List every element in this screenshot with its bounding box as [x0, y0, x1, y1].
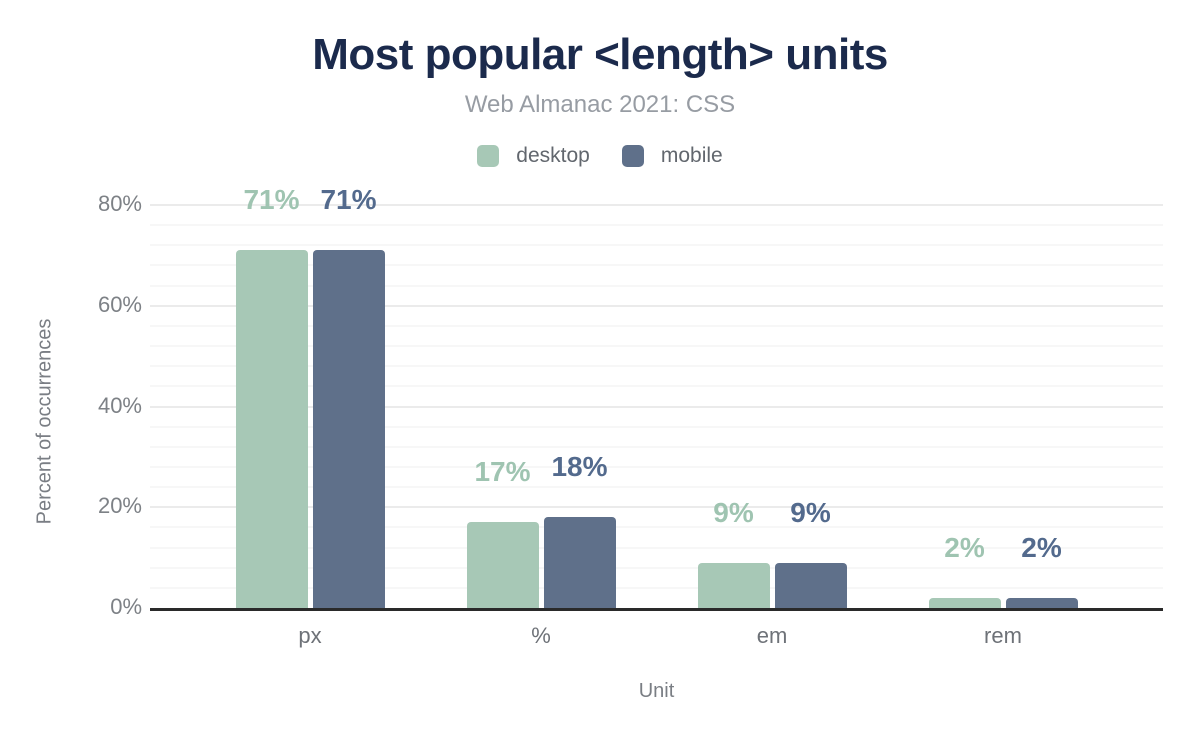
legend: desktop mobile: [0, 144, 1200, 168]
bar-mobile-px: [312, 250, 385, 608]
bars-row: 71% 71% px 17% 18%% 9% 9% em 2% 2% rem: [150, 184, 1163, 648]
major-gridline-80: [150, 204, 1163, 206]
minor-gridline-8: [150, 566, 1163, 569]
minor-gridline-64: [150, 284, 1163, 287]
ytick-label-40%: 40%: [97, 392, 142, 418]
bar-desktop-rem: [928, 597, 1001, 608]
minor-gridline-4: [150, 586, 1163, 589]
minor-gridline-32: [150, 445, 1163, 448]
legend-swatch-desktop: [477, 145, 500, 167]
minor-gridline-76: [150, 224, 1163, 227]
minor-gridline-16: [150, 526, 1163, 529]
minor-gridline-56: [150, 324, 1163, 327]
value-label-desktop-rem: 2%: [944, 531, 985, 563]
value-label-mobile-px: 71%: [320, 184, 377, 216]
category-label-rem: rem: [984, 623, 1022, 648]
bar-col-desktop-px: 71%: [235, 184, 308, 608]
minor-gridline-72: [150, 244, 1163, 247]
minor-gridline-28: [150, 465, 1163, 468]
bar-col-desktop-%: 17%: [466, 456, 539, 608]
y-axis-ticks: 0% 20% 40% 60% 80%: [0, 191, 142, 619]
bar-mobile-rem: [1005, 597, 1078, 608]
bar-col-mobile-%: 18%: [543, 451, 616, 608]
category-label-em: em: [756, 623, 788, 648]
bar-group-px: 71% 71% px: [235, 184, 385, 648]
minor-gridline-48: [150, 365, 1163, 368]
minor-gridline-52: [150, 345, 1163, 348]
bar-mobile-%: [543, 517, 616, 608]
legend-item-mobile: mobile: [621, 144, 723, 168]
bar-group-rem: 2% 2% rem: [928, 531, 1078, 648]
value-label-desktop-em: 9%: [713, 496, 754, 528]
ytick-label-60%: 60%: [97, 291, 142, 317]
category-label-%: %: [531, 623, 551, 648]
bar-desktop-px: [235, 250, 308, 608]
chart-subtitle: Web Almanac 2021: CSS: [464, 91, 736, 118]
minor-gridline-44: [150, 385, 1163, 388]
bar-desktop-em: [697, 562, 770, 608]
chart-title: Most popular <length> units: [312, 30, 888, 79]
minor-gridline-12: [150, 546, 1163, 549]
bar-col-mobile-rem: 2%: [1005, 531, 1078, 608]
legend-label-mobile: mobile: [660, 144, 723, 167]
value-label-desktop-%: 17%: [474, 456, 531, 488]
ytick-label-0%: 0%: [110, 594, 142, 619]
value-label-desktop-px: 71%: [243, 184, 300, 216]
bar-group-em: 9% 9% em: [697, 496, 847, 648]
minor-gridline-68: [150, 264, 1163, 267]
bar-group-%: 17% 18%%: [466, 451, 616, 648]
ytick-label-80%: 80%: [97, 191, 142, 216]
ytick-label-20%: 20%: [97, 493, 142, 519]
bar-col-mobile-px: 71%: [312, 184, 385, 608]
legend-label-desktop: desktop: [516, 144, 590, 167]
plot-area: 71% 71% px 17% 18%% 9% 9% em 2% 2% rem: [150, 186, 1163, 648]
bar-mobile-em: [774, 562, 847, 608]
value-label-mobile-em: 9%: [790, 496, 831, 528]
x-axis-title: Unit: [638, 680, 675, 702]
value-label-mobile-rem: 2%: [1021, 531, 1062, 563]
value-label-mobile-%: 18%: [551, 451, 608, 483]
bar-desktop-%: [466, 522, 539, 608]
bar-col-desktop-rem: 2%: [928, 531, 1001, 608]
minor-gridline-36: [150, 425, 1163, 428]
major-gridline-60: [150, 304, 1163, 307]
minor-gridline-24: [150, 486, 1163, 489]
legend-item-desktop: desktop: [477, 144, 590, 168]
bar-col-mobile-em: 9%: [774, 496, 847, 608]
bar-col-desktop-em: 9%: [697, 496, 770, 608]
legend-swatch-mobile: [621, 145, 644, 167]
major-gridline-20: [150, 506, 1163, 509]
category-label-px: px: [298, 623, 322, 648]
major-gridline-40: [150, 405, 1163, 408]
